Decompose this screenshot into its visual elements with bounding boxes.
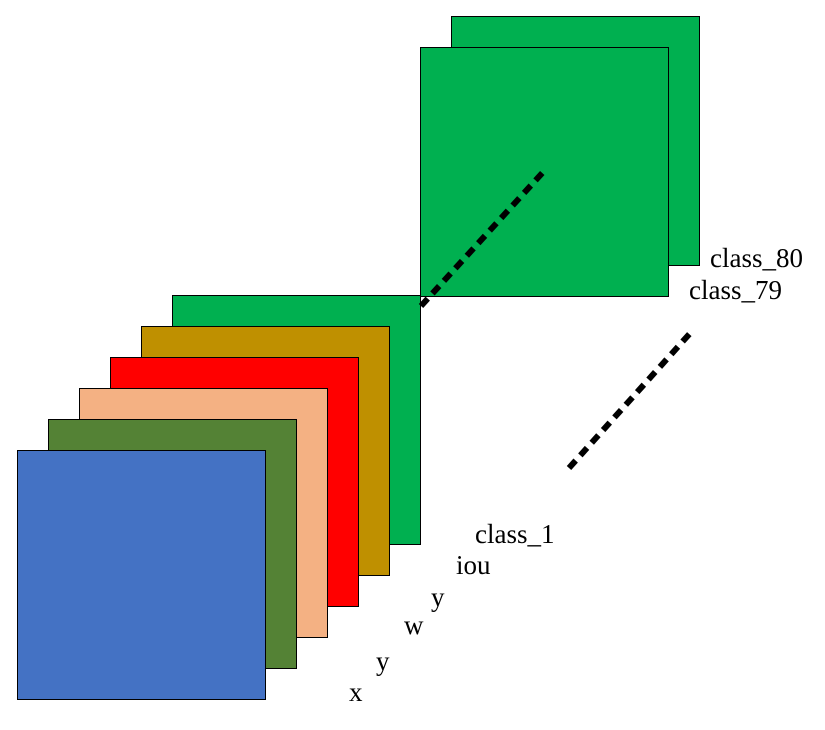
label-y: y — [376, 646, 390, 676]
dotted-line-bottom — [566, 327, 696, 471]
label-iou: iou — [456, 550, 491, 580]
label-y-upper: y — [431, 582, 445, 612]
dotted-line-top — [418, 167, 548, 309]
label-x: x — [349, 677, 363, 707]
label-class-1: class_1 — [475, 519, 555, 549]
square-class-79 — [420, 47, 669, 297]
label-class-79: class_79 — [689, 275, 782, 305]
label-w: w — [404, 610, 424, 640]
label-class-80: class_80 — [710, 243, 803, 273]
square-x — [17, 450, 266, 700]
